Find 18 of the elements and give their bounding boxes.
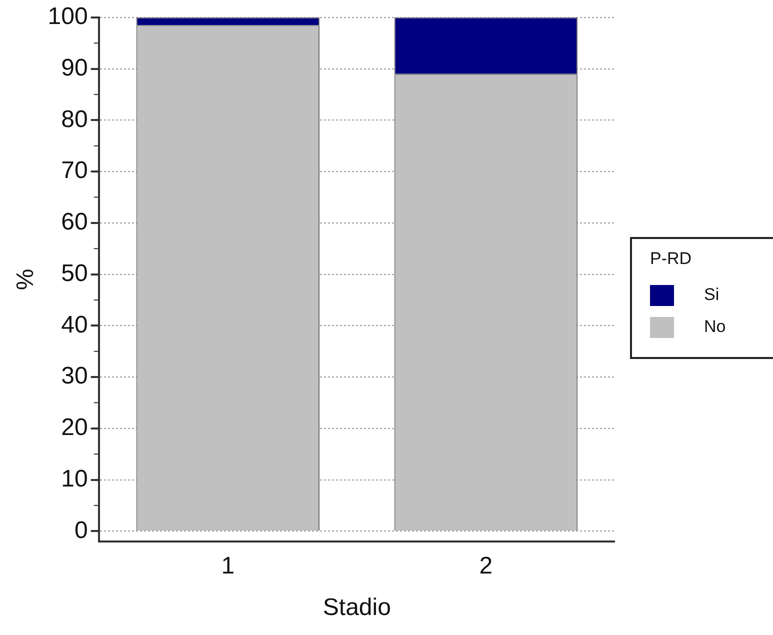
x-tick-label: 2 — [479, 552, 493, 580]
y-tick-label: 10 — [61, 465, 88, 492]
y-tick-label: 50 — [61, 260, 88, 287]
x-tick-label: 1 — [221, 552, 235, 580]
y-tick-label: 30 — [61, 362, 88, 390]
y-tick-label: 100 — [48, 3, 88, 30]
y-tick-label: 20 — [61, 414, 88, 442]
x-axis-title: Stadio — [322, 594, 391, 622]
y-tick-label: 40 — [61, 311, 88, 338]
legend-title: P-RD — [650, 249, 693, 269]
y-axis-title: % — [12, 268, 40, 290]
legend-label: Si — [704, 285, 720, 305]
y-tick-label: 80 — [61, 106, 88, 133]
y-tick-label: 70 — [61, 157, 88, 184]
y-tick-label: 0 — [74, 516, 88, 544]
legend-label: No — [704, 317, 726, 337]
y-tick-label: 60 — [61, 208, 88, 236]
y-tick-label: 90 — [61, 54, 88, 82]
